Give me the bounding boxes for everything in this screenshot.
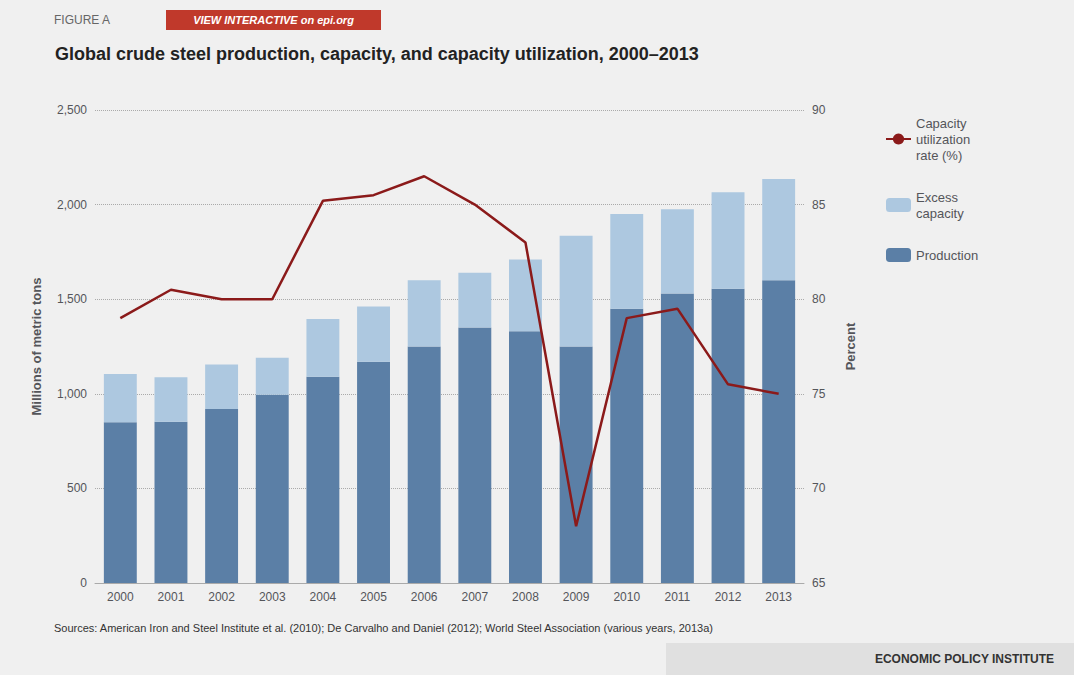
svg-text:ECONOMIC POLICY INSTITUTE: ECONOMIC POLICY INSTITUTE bbox=[875, 652, 1054, 666]
svg-text:2002: 2002 bbox=[208, 590, 235, 604]
svg-text:2010: 2010 bbox=[613, 590, 640, 604]
svg-text:2007: 2007 bbox=[461, 590, 488, 604]
svg-text:FIGURE A: FIGURE A bbox=[54, 13, 110, 27]
svg-text:utilization: utilization bbox=[916, 132, 970, 147]
svg-text:1,500: 1,500 bbox=[57, 292, 87, 306]
svg-text:rate (%): rate (%) bbox=[916, 148, 962, 163]
svg-text:capacity: capacity bbox=[916, 206, 964, 221]
svg-text:75: 75 bbox=[812, 387, 826, 401]
svg-text:2001: 2001 bbox=[158, 590, 185, 604]
svg-text:65: 65 bbox=[812, 576, 826, 590]
svg-text:2004: 2004 bbox=[310, 590, 337, 604]
svg-text:1,000: 1,000 bbox=[57, 387, 87, 401]
svg-text:Excess: Excess bbox=[916, 190, 958, 205]
svg-text:Millions of metric tons: Millions of metric tons bbox=[29, 278, 44, 416]
svg-text:2000: 2000 bbox=[107, 590, 134, 604]
svg-text:0: 0 bbox=[80, 576, 87, 590]
svg-text:2009: 2009 bbox=[563, 590, 590, 604]
svg-text:85: 85 bbox=[812, 198, 826, 212]
svg-text:2008: 2008 bbox=[512, 590, 539, 604]
svg-text:2,500: 2,500 bbox=[57, 103, 87, 117]
svg-text:2013: 2013 bbox=[765, 590, 792, 604]
svg-text:500: 500 bbox=[67, 481, 87, 495]
svg-text:Global crude steel production,: Global crude steel production, capacity,… bbox=[55, 44, 699, 64]
svg-text:2005: 2005 bbox=[360, 590, 387, 604]
svg-text:80: 80 bbox=[812, 292, 826, 306]
svg-text:Sources: American Iron and Ste: Sources: American Iron and Steel Institu… bbox=[54, 622, 713, 634]
svg-text:90: 90 bbox=[812, 103, 826, 117]
svg-text:VIEW INTERACTIVE on epi.org: VIEW INTERACTIVE on epi.org bbox=[193, 14, 354, 26]
svg-text:2003: 2003 bbox=[259, 590, 286, 604]
svg-text:Production: Production bbox=[916, 248, 978, 263]
svg-text:2012: 2012 bbox=[715, 590, 742, 604]
svg-text:Capacity: Capacity bbox=[916, 116, 967, 131]
svg-text:2,000: 2,000 bbox=[57, 198, 87, 212]
svg-text:2006: 2006 bbox=[411, 590, 438, 604]
svg-text:70: 70 bbox=[812, 481, 826, 495]
svg-text:2011: 2011 bbox=[664, 590, 690, 604]
svg-text:Percent: Percent bbox=[843, 322, 858, 370]
